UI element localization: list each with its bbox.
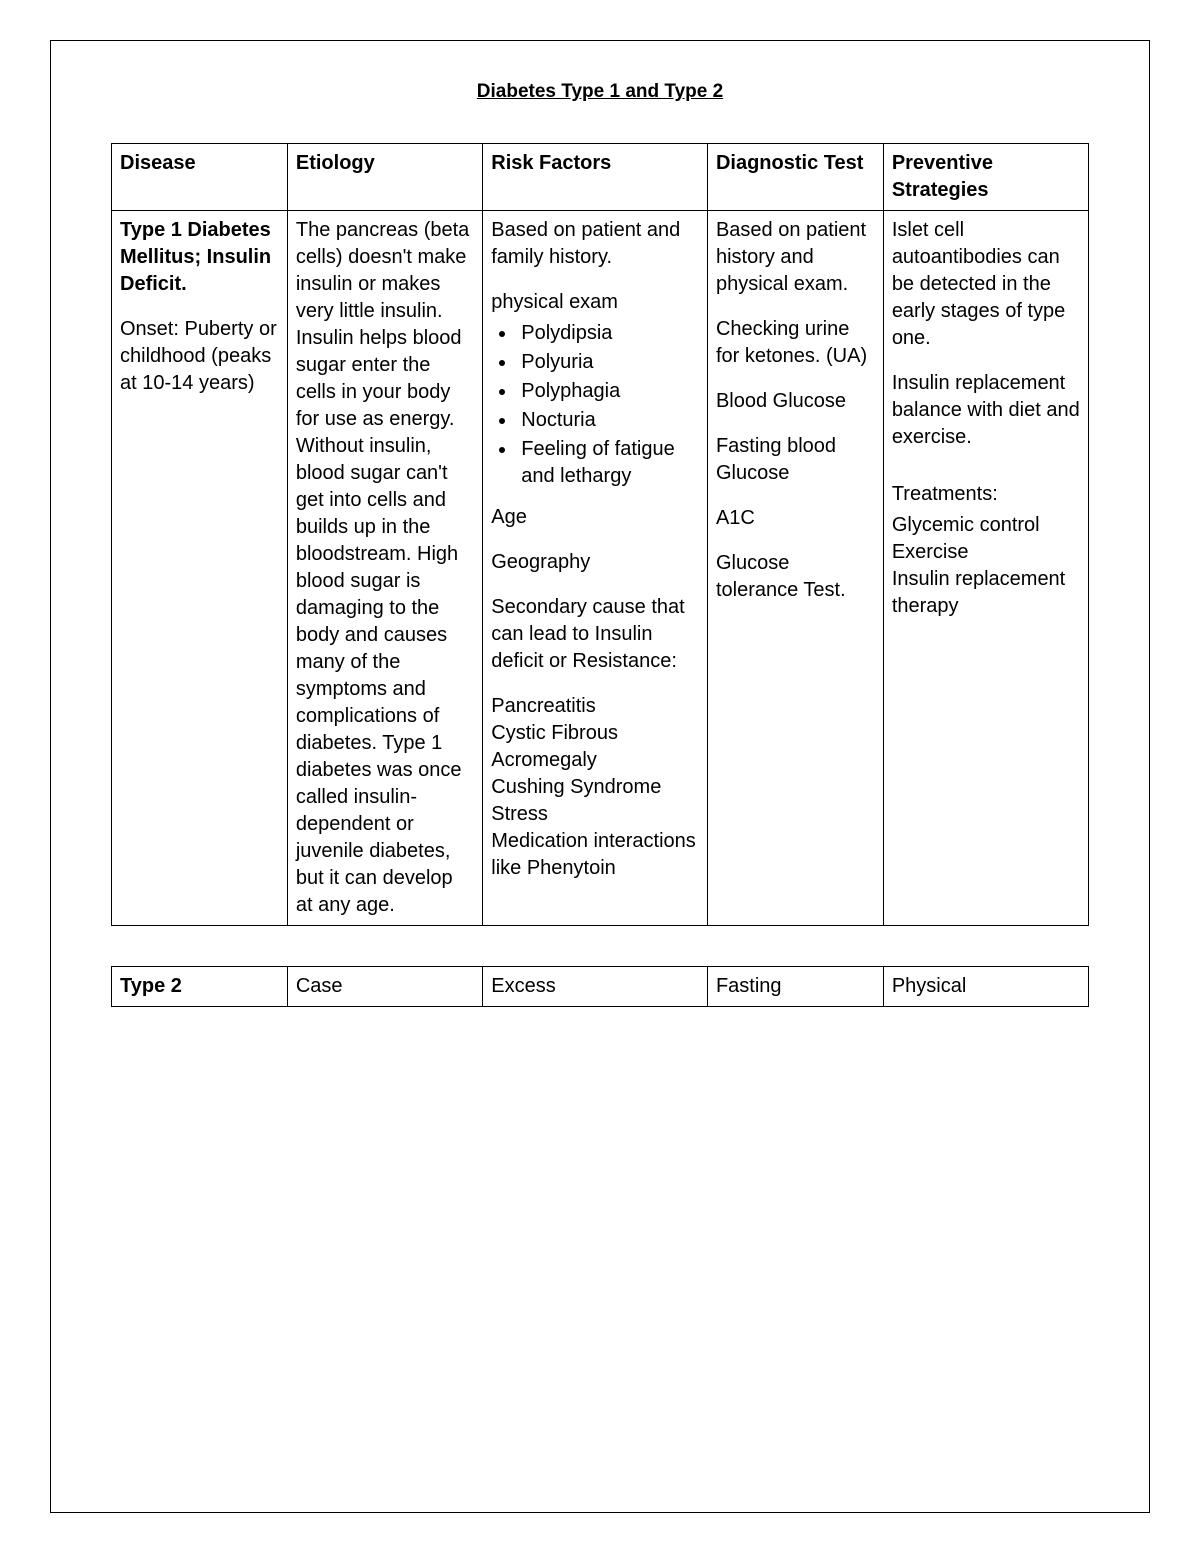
- diag-ketones: Checking urine for ketones. (UA): [716, 316, 875, 370]
- header-risk-factors: Risk Factors: [483, 144, 708, 211]
- diag-glucose-tolerance: Glucose tolerance Test.: [716, 550, 875, 604]
- disease-onset: Onset: Puberty or childhood (peaks at 10…: [120, 316, 279, 397]
- table-header-row: Disease Etiology Risk Factors Diagnostic…: [112, 144, 1089, 211]
- page: Diabetes Type 1 and Type 2 Disease Etiol…: [0, 0, 1200, 1553]
- cell-etiology-type2: Case: [287, 967, 482, 1007]
- diag-fasting-glucose: Fasting blood Glucose: [716, 433, 875, 487]
- prev-insulin-balance: Insulin replacement balance with diet an…: [892, 370, 1080, 451]
- list-item: Nocturia: [517, 407, 699, 434]
- diag-intro: Based on patient history and physical ex…: [716, 217, 875, 298]
- diag-blood-glucose: Blood Glucose: [716, 388, 875, 415]
- diabetes-table-main: Disease Etiology Risk Factors Diagnostic…: [111, 143, 1089, 926]
- prev-treatments-list: Glycemic control Exercise Insulin replac…: [892, 512, 1080, 620]
- cell-risk-type2: Excess: [483, 967, 708, 1007]
- list-item: Polyphagia: [517, 378, 699, 405]
- prev-autoantibodies: Islet cell autoantibodies can be detecte…: [892, 217, 1080, 352]
- list-item: Polyuria: [517, 349, 699, 376]
- risk-exam-label: physical exam: [491, 289, 699, 316]
- risk-secondary-label: Secondary cause that can lead to Insulin…: [491, 594, 699, 675]
- header-preventive-strategies: Preventive Strategies: [883, 144, 1088, 211]
- list-item: Feeling of fatigue and lethargy: [517, 436, 699, 490]
- diabetes-table-secondary: Type 2 Case Excess Fasting Physical: [111, 966, 1089, 1007]
- risk-geography: Geography: [491, 549, 699, 576]
- disease-name: Type 1 Diabetes Mellitus; Insulin Defici…: [120, 217, 279, 298]
- document-frame: Diabetes Type 1 and Type 2 Disease Etiol…: [50, 40, 1150, 1513]
- cell-diag-type2: Fasting: [707, 967, 883, 1007]
- prev-treatments-label: Treatments:: [892, 481, 1080, 508]
- cell-disease-type1: Type 1 Diabetes Mellitus; Insulin Defici…: [112, 211, 288, 926]
- cell-prev-type2: Physical: [883, 967, 1088, 1007]
- risk-age: Age: [491, 504, 699, 531]
- header-diagnostic-test: Diagnostic Test: [707, 144, 883, 211]
- header-disease: Disease: [112, 144, 288, 211]
- cell-etiology-type1: The pancreas (beta cells) doesn't make i…: [287, 211, 482, 926]
- header-etiology: Etiology: [287, 144, 482, 211]
- risk-intro: Based on patient and family history.: [491, 217, 699, 271]
- list-item: Polydipsia: [517, 320, 699, 347]
- table-row-type2: Type 2 Case Excess Fasting Physical: [112, 967, 1089, 1007]
- diag-a1c: A1C: [716, 505, 875, 532]
- document-title: Diabetes Type 1 and Type 2: [111, 81, 1089, 103]
- cell-prev-type1: Islet cell autoantibodies can be detecte…: [883, 211, 1088, 926]
- cell-risk-type1: Based on patient and family history. phy…: [483, 211, 708, 926]
- risk-exam-list: Polydipsia Polyuria Polyphagia Nocturia …: [517, 320, 699, 490]
- etiology-text: The pancreas (beta cells) doesn't make i…: [296, 217, 474, 919]
- risk-secondary-list: Pancreatitis Cystic Fibrous Acromegaly C…: [491, 693, 699, 882]
- cell-diag-type1: Based on patient history and physical ex…: [707, 211, 883, 926]
- table-row-type1: Type 1 Diabetes Mellitus; Insulin Defici…: [112, 211, 1089, 926]
- cell-disease-type2: Type 2: [112, 967, 288, 1007]
